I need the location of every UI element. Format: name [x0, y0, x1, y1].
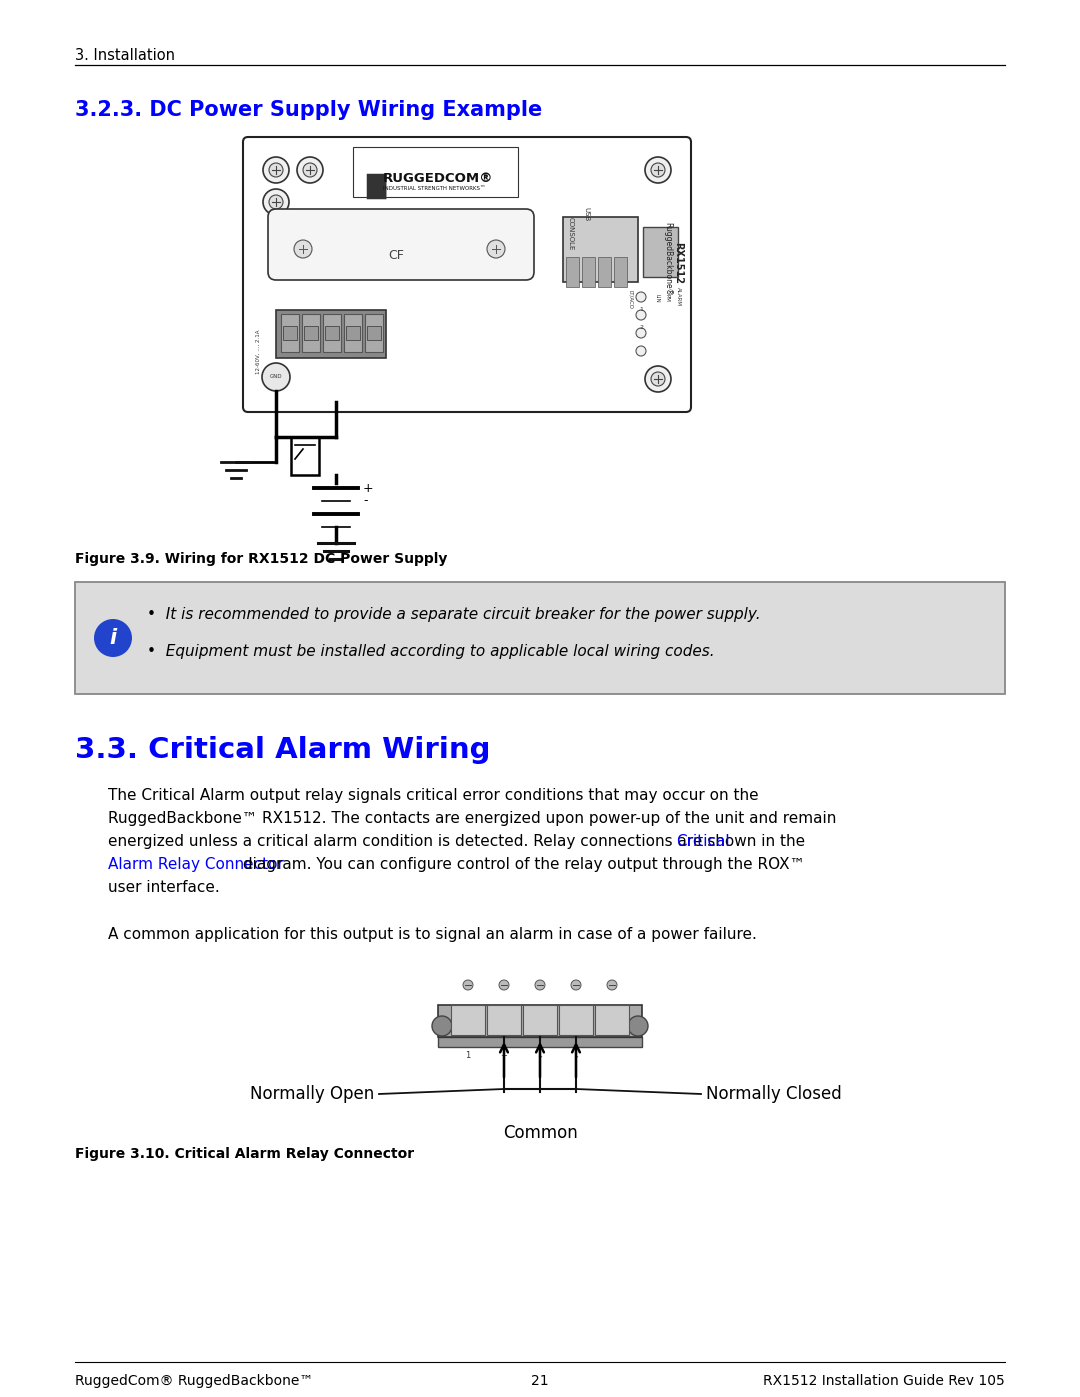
Circle shape: [432, 1016, 453, 1037]
Bar: [276, 310, 386, 358]
Text: RuggedBackbone®: RuggedBackbone®: [663, 222, 673, 296]
Circle shape: [499, 981, 509, 990]
Text: INDUSTRIAL STRENGTH NETWORKS™: INDUSTRIAL STRENGTH NETWORKS™: [383, 186, 486, 191]
Circle shape: [297, 156, 323, 183]
Bar: [598, 257, 611, 286]
FancyBboxPatch shape: [243, 137, 691, 412]
Circle shape: [262, 363, 291, 391]
Text: 21: 21: [531, 1375, 549, 1389]
Circle shape: [269, 196, 283, 210]
Text: Normally Open: Normally Open: [249, 1085, 374, 1104]
Circle shape: [303, 163, 318, 177]
Bar: [353, 147, 518, 197]
Bar: [365, 314, 383, 352]
Bar: [451, 1004, 485, 1035]
Circle shape: [627, 1016, 648, 1037]
Text: Common: Common: [502, 1125, 578, 1141]
Text: █: █: [366, 175, 386, 200]
Bar: [563, 217, 638, 282]
Circle shape: [636, 346, 646, 356]
Circle shape: [651, 163, 665, 177]
Text: ↓: ↓: [537, 1051, 543, 1060]
Text: 1: 1: [639, 307, 643, 312]
Text: RuggedBackbone™ RX1512. The contacts are energized upon power-up of the unit and: RuggedBackbone™ RX1512. The contacts are…: [108, 812, 836, 826]
Bar: [438, 1037, 642, 1046]
Text: RX1512 Installation Guide Rev 105: RX1512 Installation Guide Rev 105: [764, 1375, 1005, 1389]
Text: CF: CF: [388, 249, 404, 263]
Circle shape: [535, 981, 545, 990]
Text: Figure 3.10. Critical Alarm Relay Connector: Figure 3.10. Critical Alarm Relay Connec…: [75, 1147, 414, 1161]
Text: Normally Closed: Normally Closed: [706, 1085, 841, 1104]
Bar: [559, 1004, 593, 1035]
Text: A common application for this output is to signal an alarm in case of a power fa: A common application for this output is …: [108, 928, 757, 942]
Text: +: +: [500, 1051, 508, 1060]
Text: PM: PM: [664, 293, 669, 302]
Text: CONSOLE: CONSOLE: [568, 217, 573, 250]
Bar: [325, 326, 339, 339]
Bar: [323, 314, 341, 352]
Bar: [283, 326, 297, 339]
Bar: [595, 1004, 629, 1035]
Text: GND: GND: [270, 374, 282, 380]
Text: 3.2.3. DC Power Supply Wiring Example: 3.2.3. DC Power Supply Wiring Example: [75, 101, 542, 120]
Bar: [345, 314, 362, 352]
Text: •  Equipment must be installed according to applicable local wiring codes.: • Equipment must be installed according …: [147, 644, 715, 659]
Text: user interface.: user interface.: [108, 880, 219, 895]
Bar: [615, 257, 627, 286]
Circle shape: [607, 981, 617, 990]
Circle shape: [636, 292, 646, 302]
Text: -: -: [363, 495, 367, 507]
Bar: [303, 326, 318, 339]
Text: RuggedCom® RuggedBackbone™: RuggedCom® RuggedBackbone™: [75, 1375, 313, 1389]
Text: LIN: LIN: [654, 293, 659, 303]
Text: energized unless a critical alarm condition is detected. Relay connections are s: energized unless a critical alarm condit…: [108, 834, 810, 849]
Text: RX1512: RX1512: [673, 242, 683, 284]
Text: RUGGEDCOM®: RUGGEDCOM®: [383, 172, 494, 184]
Bar: [367, 326, 381, 339]
Circle shape: [636, 310, 646, 320]
Circle shape: [636, 328, 646, 338]
Circle shape: [94, 619, 132, 657]
FancyBboxPatch shape: [75, 583, 1005, 694]
Bar: [643, 226, 678, 277]
Text: 1: 1: [465, 1051, 471, 1060]
Circle shape: [269, 163, 283, 177]
Circle shape: [463, 981, 473, 990]
Text: 3. Installation: 3. Installation: [75, 47, 175, 63]
Text: Critical: Critical: [676, 834, 730, 849]
Circle shape: [651, 372, 665, 386]
Text: 2: 2: [639, 326, 643, 330]
Bar: [523, 1004, 557, 1035]
Bar: [582, 257, 595, 286]
Circle shape: [487, 240, 505, 258]
Circle shape: [645, 366, 671, 393]
Bar: [302, 314, 320, 352]
Text: ALARM: ALARM: [676, 286, 681, 306]
FancyBboxPatch shape: [268, 210, 534, 279]
Bar: [281, 314, 299, 352]
Text: •  It is recommended to provide a separate circuit breaker for the power supply.: • It is recommended to provide a separat…: [147, 608, 760, 622]
Circle shape: [294, 240, 312, 258]
Bar: [566, 257, 579, 286]
Circle shape: [645, 156, 671, 183]
Bar: [291, 437, 319, 475]
Bar: [346, 326, 360, 339]
Text: ↓: ↓: [572, 1051, 580, 1060]
Text: LT/ACO: LT/ACO: [627, 291, 633, 309]
Text: 12-60V, ..., 2.1A: 12-60V, ..., 2.1A: [256, 330, 261, 374]
Circle shape: [571, 981, 581, 990]
Text: diagram. You can configure control of the relay output through the ROX™: diagram. You can configure control of th…: [238, 856, 805, 872]
Bar: [487, 1004, 521, 1035]
Text: 3.3. Critical Alarm Wiring: 3.3. Critical Alarm Wiring: [75, 736, 490, 764]
Text: Figure 3.9. Wiring for RX1512 DC Power Supply: Figure 3.9. Wiring for RX1512 DC Power S…: [75, 552, 447, 566]
Text: USB: USB: [583, 207, 589, 221]
Text: +: +: [363, 482, 374, 495]
Circle shape: [264, 189, 289, 215]
Circle shape: [264, 156, 289, 183]
Text: The Critical Alarm output relay signals critical error conditions that may occur: The Critical Alarm output relay signals …: [108, 788, 758, 803]
Text: Alarm Relay Connector: Alarm Relay Connector: [108, 856, 284, 872]
Text: i: i: [109, 629, 117, 648]
Bar: [438, 1004, 642, 1037]
